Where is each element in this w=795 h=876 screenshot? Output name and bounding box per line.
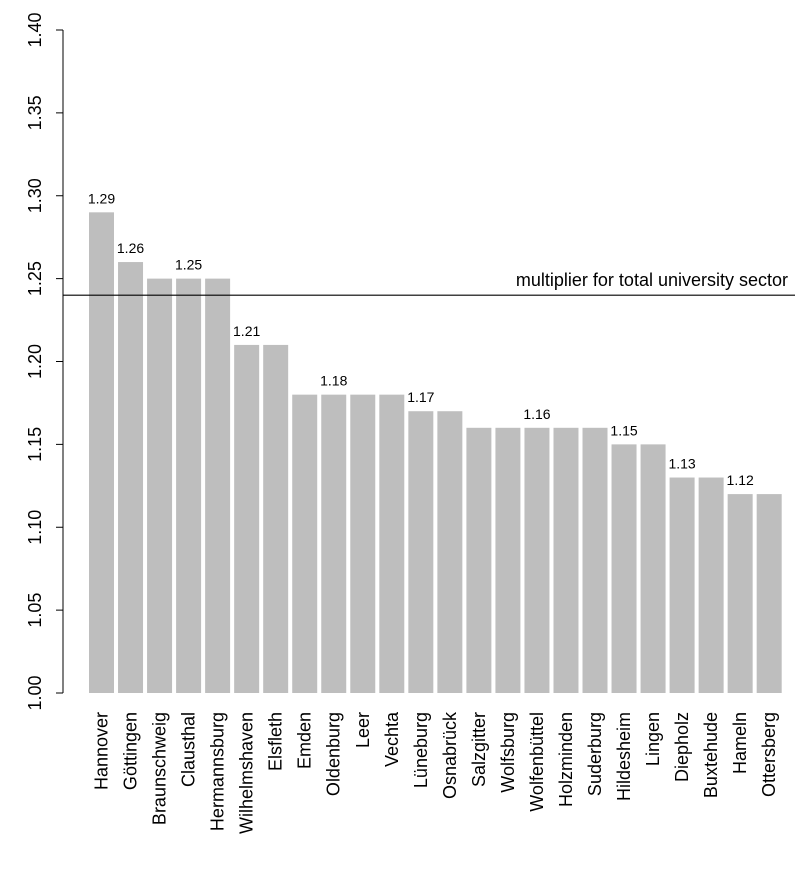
- x-tick-label: Wolfenbüttel: [527, 712, 547, 812]
- bar: [495, 427, 521, 693]
- data-label: 1.18: [320, 373, 347, 389]
- x-axis-labels: Hannover Göttingen Braunschweig Clausthal He…: [92, 711, 780, 834]
- x-tick-label: Oldenburg: [324, 712, 344, 796]
- y-tick-label: 1.25: [25, 261, 45, 296]
- x-tick-label: Suderburg: [585, 712, 605, 796]
- x-tick-label: Emden: [295, 712, 315, 769]
- bars: [89, 212, 782, 693]
- bar: [147, 278, 173, 693]
- x-tick-label: Göttingen: [121, 712, 141, 790]
- bar: [669, 477, 695, 693]
- x-tick-label: Osnabrück: [440, 711, 460, 799]
- y-tick-label: 1.30: [25, 178, 45, 213]
- y-tick-label: 1.05: [25, 593, 45, 628]
- bar: [321, 394, 347, 693]
- bar: [292, 394, 318, 693]
- y-tick-label: 1.00: [25, 675, 45, 710]
- y-tick-label: 1.20: [25, 344, 45, 379]
- bar: [408, 411, 434, 693]
- y-tick-label: 1.10: [25, 510, 45, 545]
- x-tick-label: Clausthal: [179, 712, 199, 787]
- x-tick-label: Leer: [353, 712, 373, 748]
- x-tick-label: Elsfleth: [266, 712, 286, 771]
- bar: [466, 427, 492, 693]
- y-axis: 1.00 1.05 1.10 1.15 1.20 1.25 1.30 1.35 1.40: [25, 12, 64, 711]
- x-tick-label: Lingen: [643, 712, 663, 766]
- bar: [582, 427, 608, 693]
- y-tick-label: 1.40: [25, 12, 45, 47]
- bar: [553, 427, 579, 693]
- data-label: 1.13: [668, 456, 695, 472]
- bar: [89, 212, 114, 693]
- bar: [234, 344, 260, 693]
- data-label: 1.16: [523, 406, 550, 422]
- data-label: 1.25: [175, 257, 202, 273]
- data-label: 1.26: [117, 240, 144, 256]
- bar: [640, 444, 666, 693]
- x-tick-label: Lüneburg: [411, 712, 431, 788]
- data-label: 1.17: [407, 389, 434, 405]
- data-label: 1.21: [233, 323, 260, 339]
- bar: [263, 344, 289, 693]
- bar: [611, 444, 637, 693]
- x-tick-label: Wolfsburg: [498, 712, 518, 793]
- x-tick-label: Hildesheim: [614, 712, 634, 801]
- x-tick-label: Vechta: [382, 711, 402, 767]
- data-label: 1.29: [88, 190, 115, 206]
- x-tick-label: Hannover: [92, 712, 112, 790]
- y-tick-label: 1.35: [25, 95, 45, 130]
- bar: [176, 278, 202, 693]
- x-tick-label: Wilhelmshaven: [237, 712, 257, 834]
- data-label: 1.15: [610, 422, 637, 438]
- data-labels: 1.29 1.26 1.25 1.21 1.18 1.17 1.16 1.15 1.13 1.12: [88, 190, 754, 488]
- bar: [205, 278, 231, 693]
- reference-line-group: multiplier for total university sector: [63, 270, 795, 296]
- bar: [350, 394, 376, 693]
- bar: [727, 494, 753, 693]
- x-tick-label: Ottersberg: [759, 712, 779, 797]
- x-tick-label: Hameln: [730, 712, 750, 774]
- bar: [118, 262, 144, 693]
- x-tick-label: Diepholz: [672, 712, 692, 782]
- data-label: 1.12: [727, 472, 754, 488]
- y-tick-label: 1.15: [25, 427, 45, 462]
- bar: [379, 394, 405, 693]
- bar: [437, 411, 463, 693]
- x-tick-label: Braunschweig: [150, 712, 170, 825]
- bar: [524, 427, 550, 693]
- reference-line-label: multiplier for total university sector: [516, 270, 788, 290]
- x-tick-label: Buxtehude: [701, 712, 721, 798]
- bar: [698, 477, 724, 693]
- x-tick-label: Salzgitter: [469, 712, 489, 787]
- bar: [756, 494, 782, 693]
- x-tick-label: Holzminden: [556, 712, 576, 807]
- x-tick-label: Hermannsburg: [208, 712, 228, 831]
